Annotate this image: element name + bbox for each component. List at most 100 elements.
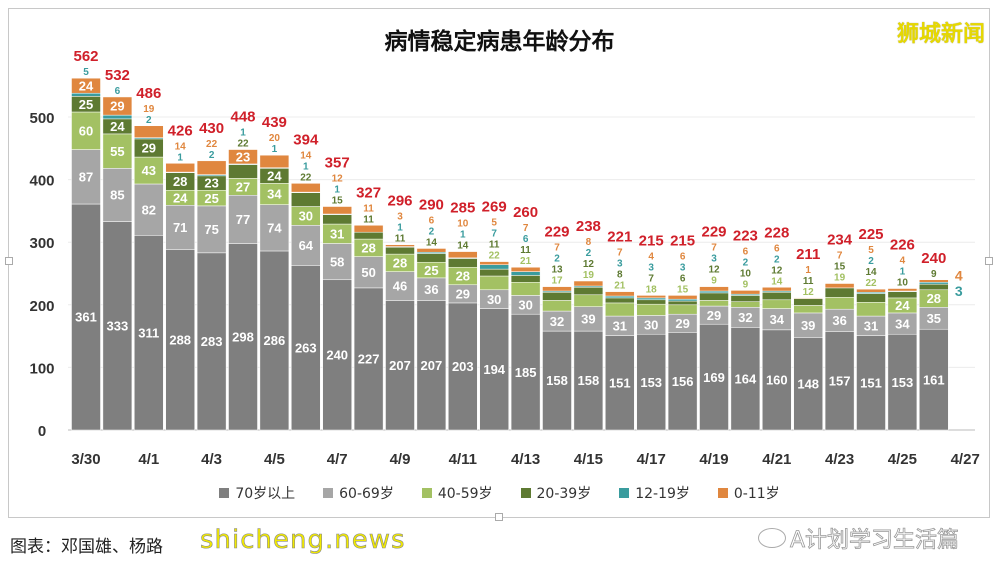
- data-label: 23: [204, 176, 218, 191]
- legend-item: 0-11岁: [717, 483, 780, 503]
- bar-segment: [479, 268, 509, 277]
- data-label: 22: [489, 251, 501, 262]
- data-label: 71: [173, 220, 187, 235]
- bar-segment: [448, 302, 478, 431]
- total-label: 426: [168, 122, 193, 139]
- data-label: 39: [581, 312, 595, 327]
- data-label: 156: [672, 374, 694, 389]
- legend-label: 0-11岁: [733, 486, 780, 502]
- bar-segment: [510, 266, 541, 272]
- data-label: 7: [648, 273, 654, 284]
- data-label: 1: [334, 185, 340, 196]
- bar-segment: [730, 301, 761, 308]
- bar-segment: [793, 297, 823, 299]
- data-label: 30: [518, 298, 532, 313]
- bar-segment: [824, 297, 855, 310]
- bar-segment: [730, 290, 761, 295]
- data-label: 194: [483, 362, 505, 377]
- data-label: 7: [523, 223, 529, 234]
- bar-segment: [667, 300, 698, 306]
- data-label: 151: [609, 375, 631, 390]
- data-label: 58: [330, 254, 344, 269]
- bar-segment: [510, 313, 541, 431]
- data-label: 14: [865, 267, 877, 278]
- data-label: 12: [583, 259, 595, 270]
- data-label: 11: [520, 245, 531, 256]
- data-label: 4: [955, 267, 963, 283]
- data-label: 2: [429, 226, 435, 237]
- data-label: 207: [421, 358, 443, 373]
- resize-handle-left[interactable]: [5, 257, 13, 265]
- bar-segment: [479, 275, 509, 291]
- x-tick-label: 4/3: [201, 451, 222, 468]
- total-label: 240: [921, 250, 946, 267]
- total-label: 215: [670, 232, 695, 249]
- bar-segment: [573, 287, 604, 296]
- bar-segment: [573, 330, 604, 431]
- data-label: 2: [554, 254, 560, 265]
- total-label: 532: [105, 67, 130, 84]
- bar-segment: [730, 327, 761, 431]
- bar-segment: [448, 251, 478, 259]
- data-label: 30: [644, 318, 658, 333]
- bar-segment: [196, 160, 227, 175]
- bar-segment: [259, 204, 290, 252]
- data-label: 11: [803, 276, 814, 287]
- bar-segment: [385, 271, 415, 301]
- x-tick-label: 4/27: [951, 451, 980, 468]
- data-label: 6: [680, 273, 686, 284]
- x-tick-label: 4/15: [574, 451, 603, 468]
- data-label: 5: [491, 218, 497, 229]
- data-label: 1: [303, 161, 309, 172]
- data-label: 28: [456, 269, 470, 284]
- data-label: 29: [456, 287, 470, 302]
- bar-segment: [416, 248, 447, 253]
- data-label: 36: [424, 282, 438, 297]
- bar-segment: [196, 252, 227, 431]
- legend-swatch: [421, 488, 432, 498]
- bar-segment: [165, 163, 195, 173]
- bar-segment: [667, 298, 698, 302]
- bar-segment: [699, 286, 729, 292]
- bar-segment: [71, 111, 101, 150]
- bar-segment: [479, 261, 509, 265]
- data-label: 5: [868, 245, 874, 256]
- data-label: 2: [146, 115, 152, 126]
- y-tick-label: 400: [29, 173, 54, 190]
- bar-segment: [887, 288, 918, 292]
- bar-segment: [71, 77, 101, 94]
- legend-label: 12-19岁: [635, 486, 690, 502]
- watermark-top: 狮城新闻: [896, 22, 985, 47]
- data-label: 21: [520, 256, 532, 267]
- bar-segment: [165, 205, 195, 250]
- total-label: 226: [890, 237, 915, 254]
- data-label: 3: [711, 254, 717, 265]
- data-label: 240: [326, 348, 348, 363]
- bar-segment: [793, 337, 823, 431]
- bar-segment: [636, 333, 666, 431]
- data-label: 34: [895, 316, 910, 331]
- data-label: 153: [640, 375, 662, 390]
- data-label: 64: [299, 238, 314, 253]
- y-tick-label: 100: [29, 360, 54, 377]
- data-label: 15: [677, 284, 689, 295]
- x-tick-label: 4/9: [390, 451, 411, 468]
- data-label: 1: [805, 265, 811, 276]
- bar-segment: [228, 243, 258, 431]
- total-label: 229: [701, 224, 726, 241]
- data-label: 4: [900, 256, 906, 267]
- bar-segment: [102, 96, 133, 116]
- total-label: 562: [73, 48, 98, 65]
- legend-label: 40-59岁: [437, 486, 493, 502]
- data-label: 46: [393, 279, 407, 294]
- data-label: 28: [173, 174, 187, 189]
- legend-label: 60-69岁: [339, 486, 394, 502]
- data-label: 29: [675, 316, 689, 331]
- resize-handle-right[interactable]: [985, 257, 993, 265]
- bar-segment: [479, 308, 509, 431]
- bar-segment: [824, 287, 855, 298]
- bar-segment: [322, 214, 352, 225]
- data-label: 9: [743, 279, 749, 290]
- resize-handle-bottom[interactable]: [495, 513, 503, 521]
- bar-segment: [919, 279, 949, 283]
